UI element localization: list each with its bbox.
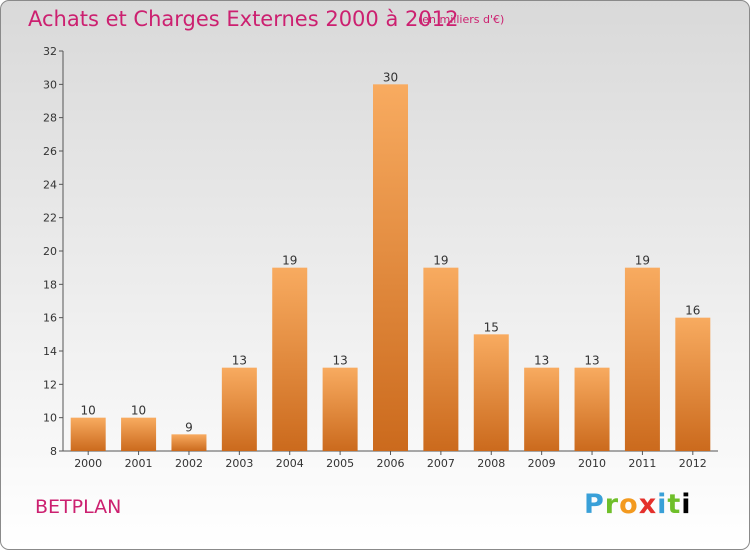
bar bbox=[373, 84, 408, 451]
bar bbox=[322, 367, 358, 451]
y-tick-label: 24 bbox=[43, 178, 57, 191]
logo-letter: o bbox=[619, 489, 639, 520]
bar bbox=[524, 367, 560, 451]
y-tick-label: 8 bbox=[50, 445, 57, 458]
bar bbox=[473, 334, 509, 451]
bar bbox=[121, 417, 157, 451]
bar-value-label: 19 bbox=[433, 254, 448, 268]
x-tick-label: 2004 bbox=[276, 457, 304, 470]
bar bbox=[624, 267, 660, 451]
y-tick-label: 30 bbox=[43, 78, 57, 91]
bar-value-label: 19 bbox=[282, 254, 297, 268]
logo-letter: P bbox=[584, 489, 605, 520]
y-tick-label: 26 bbox=[43, 145, 57, 158]
bar-value-label: 10 bbox=[81, 404, 96, 418]
commune-name: BETPLAN bbox=[35, 496, 122, 518]
bar bbox=[171, 434, 207, 451]
logo-letter: x bbox=[638, 489, 658, 520]
y-tick-label: 14 bbox=[43, 345, 57, 358]
bar-value-label: 13 bbox=[332, 354, 347, 368]
bar-value-label: 15 bbox=[484, 320, 499, 334]
bar bbox=[221, 367, 257, 451]
y-tick-label: 18 bbox=[43, 278, 57, 291]
logo-letter: r bbox=[604, 489, 620, 520]
bar-value-label: 30 bbox=[383, 70, 398, 84]
y-tick-label: 28 bbox=[43, 112, 57, 125]
unit-note: (en milliers d'€) bbox=[418, 13, 505, 26]
y-tick-label: 16 bbox=[43, 312, 57, 325]
y-tick-label: 12 bbox=[43, 378, 57, 391]
x-tick-label: 2010 bbox=[578, 457, 606, 470]
x-tick-label: 2002 bbox=[175, 457, 203, 470]
x-tick-label: 2008 bbox=[477, 457, 505, 470]
x-tick-label: 2006 bbox=[377, 457, 405, 470]
y-tick-label: 22 bbox=[43, 212, 57, 225]
x-tick-label: 2005 bbox=[326, 457, 354, 470]
x-tick-label: 2012 bbox=[679, 457, 707, 470]
bar-value-label: 9 bbox=[185, 420, 193, 434]
bar-value-label: 10 bbox=[131, 404, 146, 418]
logo-letter: t bbox=[667, 489, 682, 520]
bar-value-label: 16 bbox=[685, 304, 700, 318]
bar-value-label: 13 bbox=[534, 354, 549, 368]
proxiti-logo: Proxiti bbox=[584, 489, 692, 520]
bar bbox=[574, 367, 610, 451]
x-tick-label: 2001 bbox=[125, 457, 153, 470]
x-tick-label: 2007 bbox=[427, 457, 455, 470]
bar bbox=[272, 267, 308, 451]
logo-letter: i bbox=[657, 489, 668, 520]
bar bbox=[70, 417, 106, 451]
bar-value-label: 13 bbox=[584, 354, 599, 368]
logo-letter: i bbox=[681, 489, 692, 520]
bar-value-label: 13 bbox=[232, 354, 247, 368]
chart-title: Achats et Charges Externes 2000 à 2012 bbox=[28, 7, 459, 31]
x-tick-label: 2003 bbox=[225, 457, 253, 470]
bar bbox=[675, 317, 711, 451]
x-tick-label: 2000 bbox=[74, 457, 102, 470]
y-tick-label: 20 bbox=[43, 245, 57, 258]
y-tick-label: 32 bbox=[43, 45, 57, 58]
y-tick-label: 10 bbox=[43, 412, 57, 425]
x-tick-label: 2009 bbox=[528, 457, 556, 470]
bar bbox=[423, 267, 459, 451]
bar-value-label: 19 bbox=[635, 254, 650, 268]
x-tick-label: 2011 bbox=[628, 457, 656, 470]
